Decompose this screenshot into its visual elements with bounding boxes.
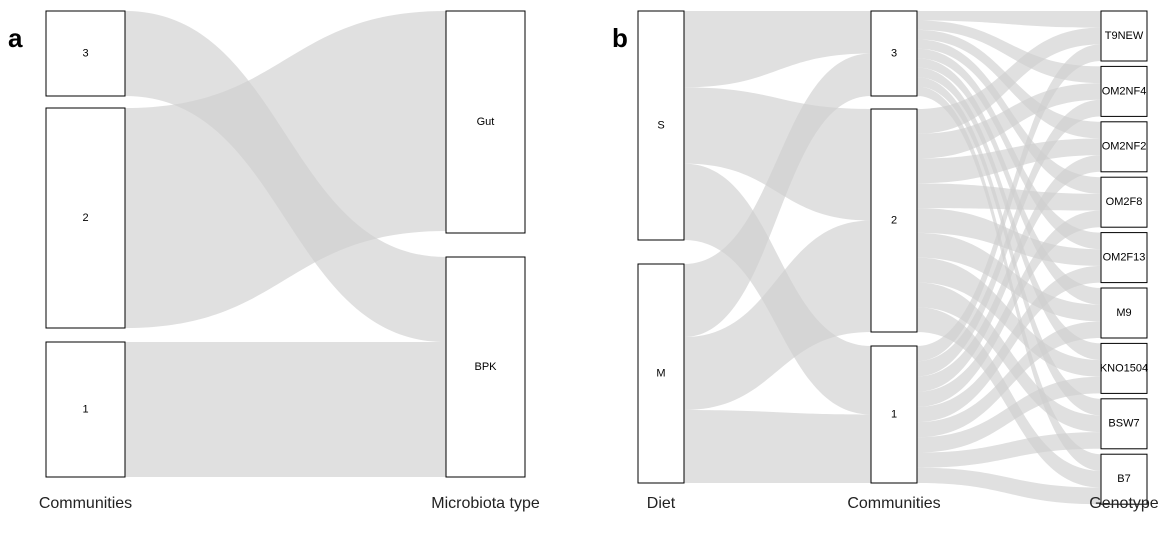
flow — [917, 321, 1101, 438]
node-box — [45, 107, 126, 329]
flow — [917, 44, 1101, 362]
node-box — [870, 108, 918, 333]
node-box — [1100, 65, 1148, 117]
node-box — [1100, 121, 1148, 173]
node-label: OM2F8 — [1106, 196, 1143, 208]
flow — [125, 11, 446, 328]
node-label: M — [656, 367, 665, 379]
flow — [917, 307, 1101, 488]
flow — [917, 138, 1101, 184]
node-label: T9NEW — [1105, 30, 1144, 42]
node-label: S — [657, 119, 664, 131]
node-label: OM2NF4 — [1102, 85, 1147, 97]
node-box — [1100, 342, 1148, 394]
node-box — [1100, 10, 1148, 62]
node-label: KNO1504 — [1100, 362, 1148, 374]
node-label: 2 — [82, 212, 88, 224]
node-label: 3 — [82, 47, 88, 59]
flow — [917, 99, 1101, 377]
axis-label: Communities — [38, 495, 133, 512]
node-box — [1100, 176, 1148, 228]
node-label: OM2NF2 — [1102, 141, 1147, 153]
node-box — [45, 10, 126, 97]
axis-label: Genotype — [1089, 495, 1159, 512]
flow — [917, 210, 1101, 407]
flow — [917, 376, 1101, 453]
flow — [917, 20, 1101, 84]
flow — [917, 155, 1101, 392]
node-box — [637, 10, 685, 241]
axis-label: Diet — [646, 495, 676, 512]
flow — [917, 257, 1101, 377]
panel-label: a — [8, 23, 23, 53]
flow — [917, 58, 1101, 305]
node-label: Gut — [477, 116, 495, 128]
flow — [917, 11, 1101, 28]
flow — [917, 67, 1101, 361]
node-box — [1100, 287, 1148, 339]
flow — [917, 27, 1101, 134]
node-box — [445, 256, 526, 478]
node-label: 3 — [891, 47, 897, 59]
node-label: M9 — [1116, 307, 1131, 319]
node-label: BPK — [474, 361, 497, 373]
node-box — [1100, 398, 1148, 450]
flow — [684, 410, 871, 483]
node-box — [1100, 232, 1148, 284]
flow — [917, 83, 1101, 159]
node-box — [445, 10, 526, 234]
flow — [684, 11, 871, 88]
node-box — [1100, 453, 1148, 505]
node-label: 1 — [891, 408, 897, 420]
flow — [917, 432, 1101, 468]
axis-label: Microbiota type — [431, 495, 540, 512]
flow — [917, 467, 1101, 505]
node-box — [870, 10, 918, 97]
node-box — [637, 263, 685, 484]
axis-label: Communities — [847, 495, 941, 512]
node-label: B7 — [1117, 473, 1130, 485]
node-label: BSW7 — [1108, 418, 1139, 430]
node-label: 2 — [891, 214, 897, 226]
flow — [684, 53, 871, 337]
node-box — [45, 341, 126, 478]
node-label: 1 — [82, 403, 88, 415]
node-box — [870, 345, 918, 484]
flow — [684, 220, 871, 410]
flow — [917, 265, 1101, 423]
panel-label: b — [612, 23, 628, 53]
flow — [125, 342, 446, 477]
node-label: OM2F13 — [1103, 252, 1146, 264]
